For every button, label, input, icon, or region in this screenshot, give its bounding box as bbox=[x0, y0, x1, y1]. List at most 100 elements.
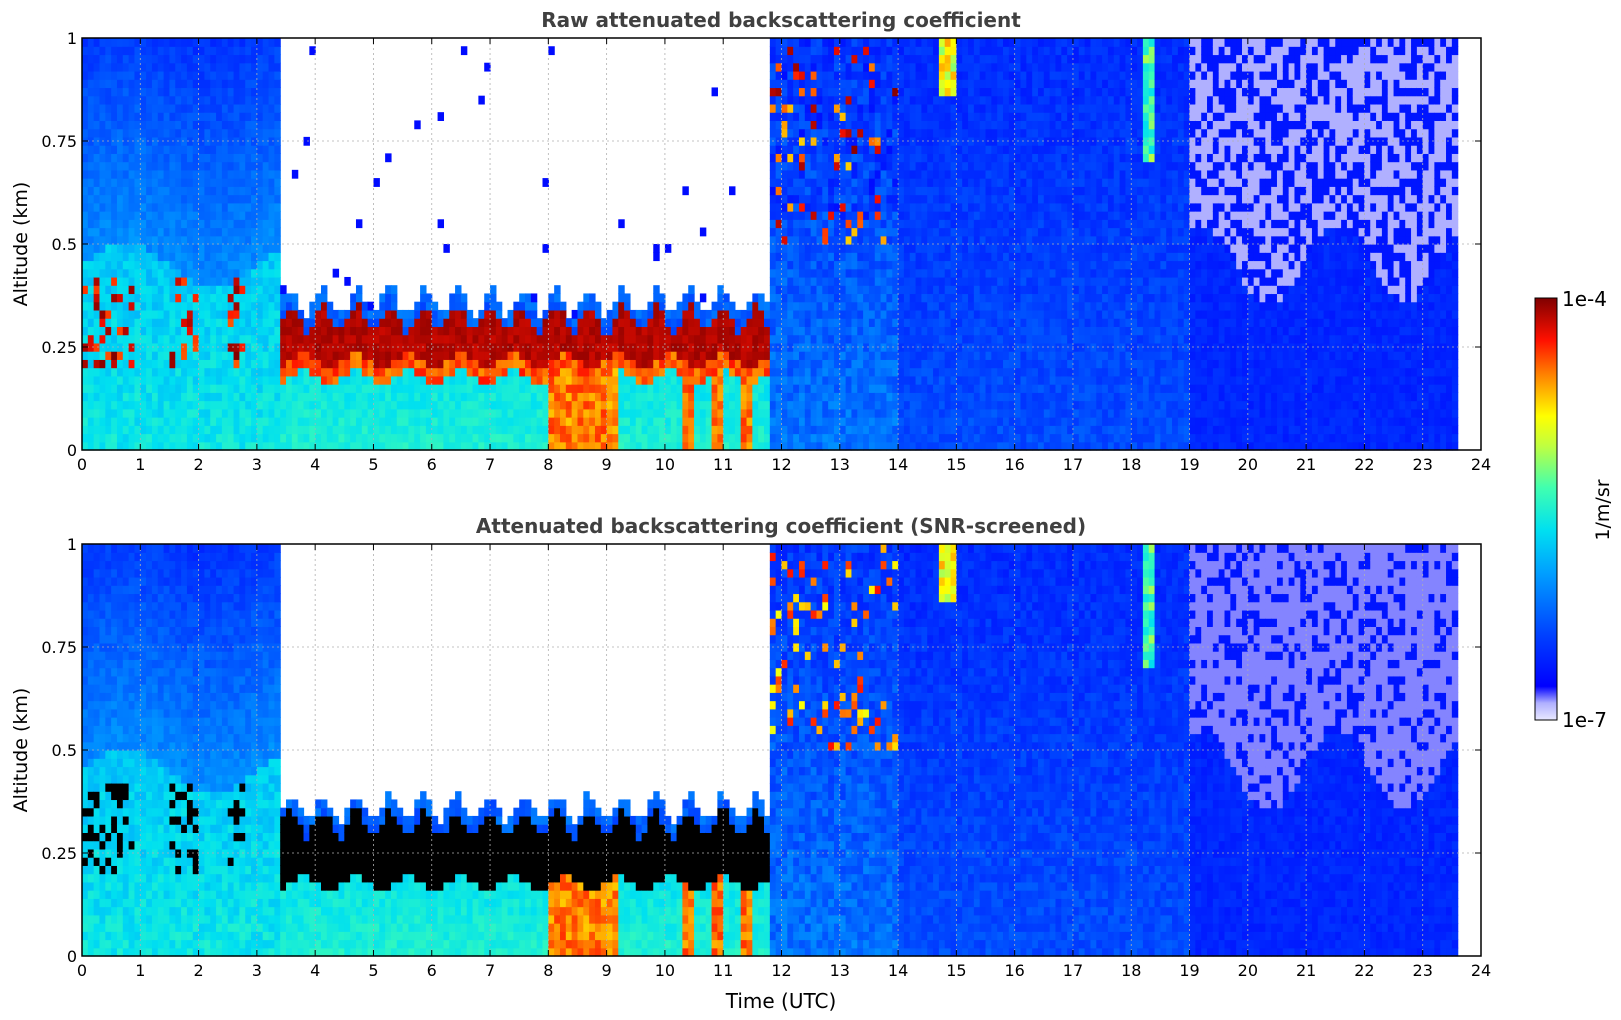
heatmap-cell bbox=[699, 417, 707, 426]
heatmap-cell bbox=[903, 38, 911, 47]
heatmap-cell bbox=[332, 441, 340, 451]
heatmap-cell bbox=[251, 136, 258, 146]
heatmap-cell bbox=[262, 351, 270, 360]
heatmap-cell bbox=[746, 375, 753, 385]
heatmap-cell bbox=[956, 145, 963, 154]
heatmap-cell bbox=[204, 219, 211, 229]
heatmap-cell bbox=[863, 309, 870, 319]
heatmap-cell bbox=[519, 417, 526, 426]
heatmap-cell bbox=[682, 375, 689, 385]
heatmap-cell bbox=[810, 112, 818, 121]
heatmap-cell bbox=[798, 425, 806, 435]
heatmap-cell bbox=[303, 384, 310, 393]
heatmap-cell bbox=[146, 145, 153, 154]
heatmap-cell bbox=[921, 326, 928, 336]
heatmap-cell bbox=[717, 301, 724, 311]
heatmap-cell bbox=[863, 103, 870, 113]
heatmap-cell bbox=[798, 145, 806, 154]
heatmap-cell bbox=[886, 169, 893, 179]
heatmap-cell bbox=[87, 136, 95, 146]
heatmap-cell bbox=[186, 268, 194, 278]
heatmap-cell bbox=[863, 293, 870, 303]
heatmap-cell bbox=[227, 400, 235, 410]
heatmap-cell bbox=[729, 441, 736, 451]
heatmap-cell bbox=[833, 79, 841, 89]
heatmap-cell bbox=[868, 79, 876, 89]
heatmap-cell bbox=[909, 309, 917, 319]
heatmap-cell bbox=[216, 367, 223, 377]
heatmap-cell bbox=[297, 367, 305, 377]
heatmap-cell bbox=[431, 367, 439, 377]
heatmap-cell bbox=[903, 301, 911, 311]
heatmap-cell bbox=[221, 351, 229, 360]
heatmap-cell bbox=[157, 178, 165, 187]
heatmap-cell bbox=[775, 244, 783, 253]
heatmap-cell bbox=[968, 211, 975, 220]
heatmap-cell bbox=[915, 375, 922, 385]
heatmap-cell bbox=[828, 367, 835, 377]
heatmap-cell bbox=[484, 301, 491, 311]
heatmap-cell bbox=[594, 367, 602, 377]
heatmap-cell bbox=[157, 417, 165, 426]
heatmap-cell bbox=[839, 227, 847, 237]
heatmap-cell bbox=[128, 235, 136, 245]
heatmap-cell bbox=[297, 318, 305, 327]
heatmap-cell bbox=[449, 425, 456, 435]
heatmap-cell bbox=[256, 178, 264, 187]
heatmap-cell bbox=[769, 260, 777, 270]
heatmap-cell bbox=[880, 400, 888, 410]
heatmap-cell bbox=[425, 318, 433, 327]
heatmap-cell bbox=[274, 169, 281, 179]
heatmap-cell bbox=[198, 260, 206, 270]
heatmap-cell bbox=[490, 433, 497, 443]
heatmap-cell bbox=[181, 46, 188, 56]
heatmap-cell bbox=[268, 351, 275, 360]
heatmap-cell bbox=[111, 384, 118, 393]
heatmap-cell bbox=[227, 375, 235, 385]
heatmap-cell bbox=[216, 54, 223, 64]
heatmap-cell bbox=[787, 46, 794, 56]
heatmap-cell bbox=[851, 392, 858, 402]
heatmap-cell bbox=[542, 441, 549, 451]
heatmap-cell bbox=[157, 244, 165, 253]
heatmap-cell bbox=[863, 244, 870, 253]
heatmap-cell bbox=[437, 433, 445, 443]
heatmap-cell bbox=[128, 120, 136, 130]
heatmap-cell bbox=[134, 425, 141, 435]
heatmap-cell bbox=[128, 326, 136, 336]
heatmap-cell bbox=[606, 375, 614, 385]
heatmap-cell bbox=[157, 79, 165, 89]
heatmap-cell bbox=[128, 227, 136, 237]
heatmap-cell bbox=[402, 334, 410, 344]
heatmap-cell bbox=[950, 408, 957, 418]
heatmap-cell bbox=[151, 417, 159, 426]
heatmap-cell bbox=[938, 408, 946, 418]
heatmap-cell bbox=[181, 301, 188, 311]
heatmap-cell bbox=[425, 433, 433, 443]
heatmap-cell bbox=[915, 112, 922, 121]
heatmap-cell bbox=[618, 408, 625, 418]
heatmap-cell bbox=[274, 112, 281, 121]
heatmap-cell bbox=[903, 194, 911, 204]
heatmap-cell bbox=[134, 244, 141, 253]
heatmap-cell bbox=[210, 433, 217, 443]
heatmap-cell bbox=[956, 219, 963, 229]
heatmap-cell bbox=[472, 400, 479, 410]
heatmap-cell bbox=[309, 375, 316, 385]
heatmap-cell bbox=[251, 244, 258, 253]
heatmap-cell bbox=[874, 400, 882, 410]
heatmap-cell bbox=[682, 318, 689, 327]
heatmap-cell bbox=[816, 252, 823, 262]
heatmap-cell bbox=[186, 235, 194, 245]
heatmap-cell bbox=[227, 202, 235, 212]
heatmap-cell bbox=[262, 318, 270, 327]
heatmap-cell bbox=[227, 351, 235, 360]
heatmap-cell bbox=[460, 309, 468, 319]
heatmap-cell bbox=[764, 433, 771, 443]
heatmap-cell bbox=[239, 244, 246, 253]
heatmap-cell bbox=[810, 161, 818, 171]
heatmap-cell bbox=[682, 425, 689, 435]
heatmap-cell bbox=[105, 161, 112, 171]
heatmap-cell bbox=[204, 211, 211, 220]
heatmap-cell bbox=[944, 252, 952, 262]
